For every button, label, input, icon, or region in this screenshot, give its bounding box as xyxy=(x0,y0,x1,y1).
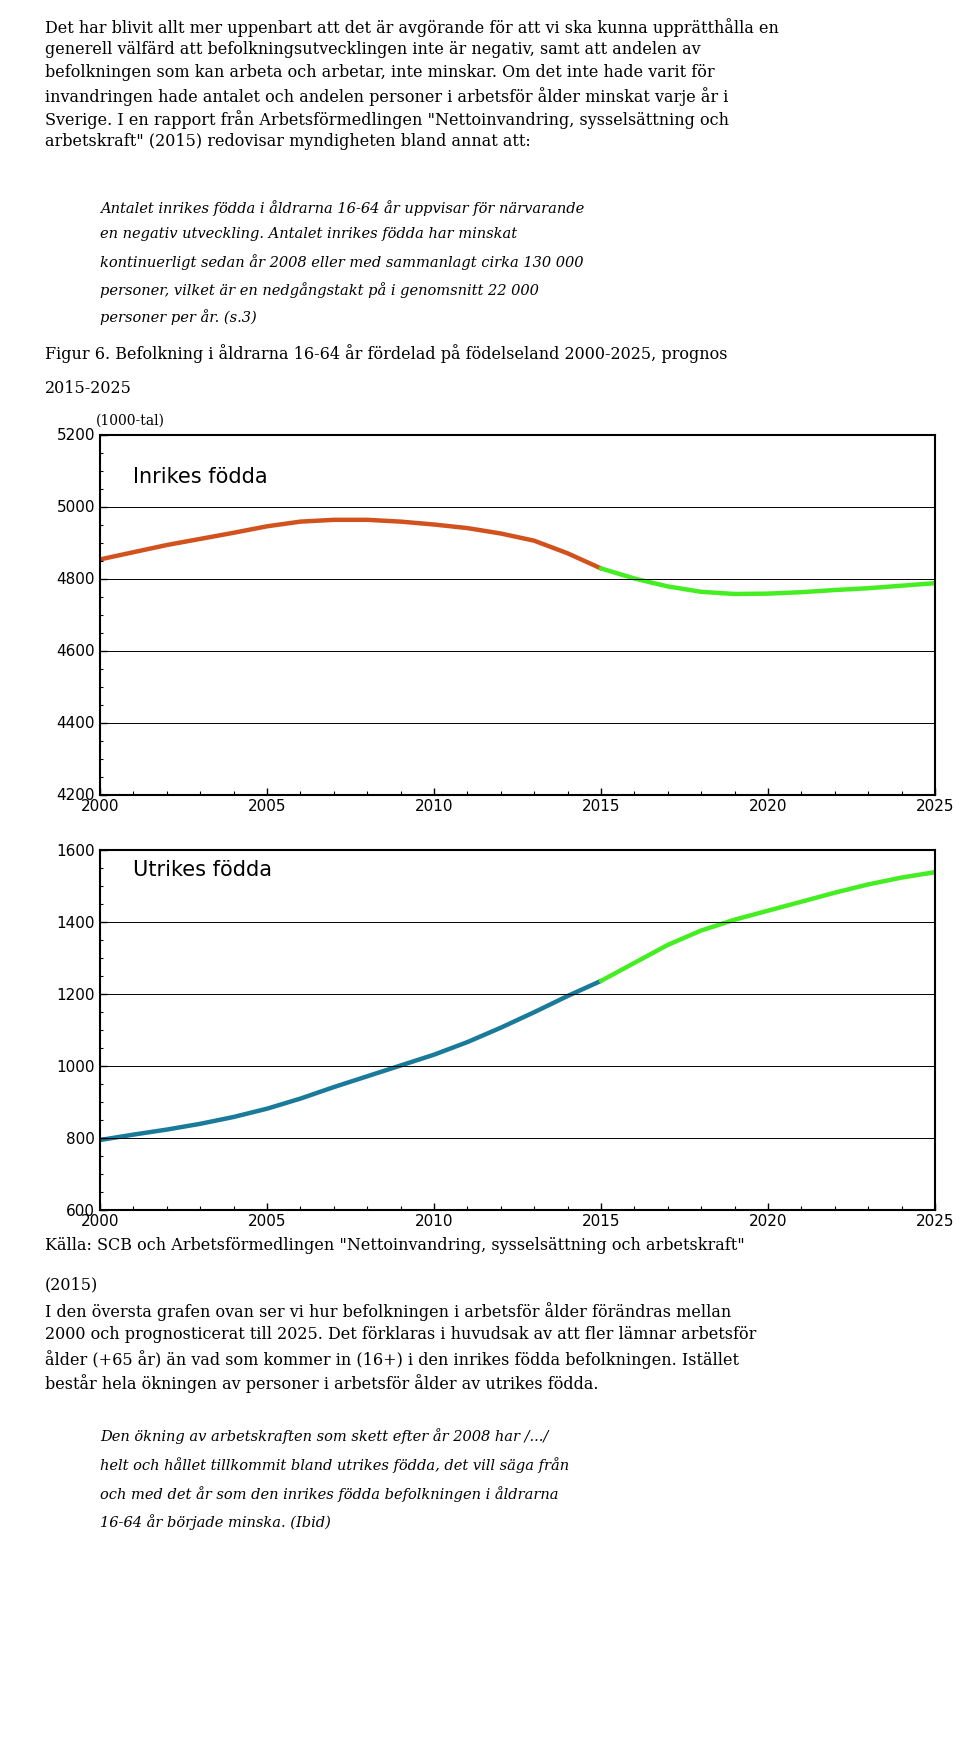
Text: Sverige. I en rapport från Arbetsförmedlingen "Nettoinvandring, sysselsättning o: Sverige. I en rapport från Arbetsförmedl… xyxy=(45,111,729,130)
Text: helt och hållet tillkommit bland utrikes födda, det vill säga från: helt och hållet tillkommit bland utrikes… xyxy=(100,1458,569,1473)
Text: består hela ökningen av personer i arbetsför ålder av utrikes födda.: består hela ökningen av personer i arbet… xyxy=(45,1373,598,1393)
Text: invandringen hade antalet och andelen personer i arbetsför ålder minskat varje å: invandringen hade antalet och andelen pe… xyxy=(45,88,729,105)
Text: 2000 och prognosticerat till 2025. Det förklaras i huvudsak av att fler lämnar a: 2000 och prognosticerat till 2025. Det f… xyxy=(45,1326,756,1344)
Text: personer, vilket är en nedgångstakt på i genomsnitt 22 000: personer, vilket är en nedgångstakt på i… xyxy=(100,282,539,298)
Text: Figur 6. Befolkning i åldrarna 16-64 år fördelad på födelseland 2000-2025, progn: Figur 6. Befolkning i åldrarna 16-64 år … xyxy=(45,344,728,363)
Text: kontinuerligt sedan år 2008 eller med sammanlagt cirka 130 000: kontinuerligt sedan år 2008 eller med sa… xyxy=(100,254,584,270)
Text: och med det år som den inrikes födda befolkningen i åldrarna: och med det år som den inrikes födda bef… xyxy=(100,1486,559,1501)
Text: personer per år. (s.3): personer per år. (s.3) xyxy=(100,309,256,324)
Text: 16-64 år började minska. (Ibid): 16-64 år började minska. (Ibid) xyxy=(100,1514,331,1529)
Text: generell välfärd att befolkningsutvecklingen inte är negativ, samt att andelen a: generell välfärd att befolkningsutveckli… xyxy=(45,40,701,58)
Text: (2015): (2015) xyxy=(45,1275,98,1293)
Text: arbetskraft" (2015) redovisar myndigheten bland annat att:: arbetskraft" (2015) redovisar myndighete… xyxy=(45,133,531,151)
Text: Det har blivit allt mer uppenbart att det är avgörande för att vi ska kunna uppr: Det har blivit allt mer uppenbart att de… xyxy=(45,18,779,37)
Text: Utrikes födda: Utrikes födda xyxy=(133,859,273,881)
Text: Den ökning av arbetskraften som skett efter år 2008 har /.../: Den ökning av arbetskraften som skett ef… xyxy=(100,1428,548,1444)
Text: 2015-2025: 2015-2025 xyxy=(45,381,132,396)
Text: Inrikes födda: Inrikes födda xyxy=(133,467,268,488)
Text: ålder (+65 år) än vad som kommer in (16+) i den inrikes födda befolkningen. Istä: ålder (+65 år) än vad som kommer in (16+… xyxy=(45,1351,739,1368)
Text: Källa: SCB och Arbetsförmedlingen "Nettoinvandring, sysselsättning och arbetskra: Källa: SCB och Arbetsförmedlingen "Netto… xyxy=(45,1238,745,1254)
Text: I den översta grafen ovan ser vi hur befolkningen i arbetsför ålder förändras me: I den översta grafen ovan ser vi hur bef… xyxy=(45,1303,732,1321)
Text: (1000-tal): (1000-tal) xyxy=(96,414,165,428)
Text: en negativ utveckling. Antalet inrikes födda har minskat: en negativ utveckling. Antalet inrikes f… xyxy=(100,228,517,242)
Text: Antalet inrikes födda i åldrarna 16-64 år uppvisar för närvarande: Antalet inrikes födda i åldrarna 16-64 å… xyxy=(100,200,585,216)
Text: befolkningen som kan arbeta och arbetar, inte minskar. Om det inte hade varit fö: befolkningen som kan arbeta och arbetar,… xyxy=(45,65,714,81)
